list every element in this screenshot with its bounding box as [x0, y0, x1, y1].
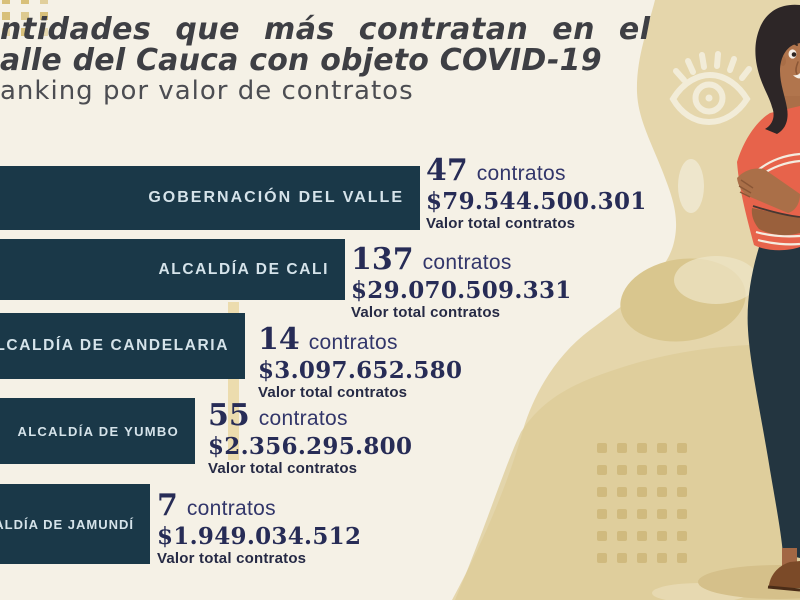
- contract-total-label: Valor total contratos: [351, 304, 501, 321]
- hand-fingers: [738, 179, 754, 198]
- bar-label: ALCALDÍA DE YUMBO: [17, 423, 179, 439]
- contract-total-label: Valor total contratos: [208, 460, 358, 477]
- person-illustration: [698, 4, 800, 599]
- contract-count: 7: [157, 488, 178, 523]
- bar-alcaldia-de-candelaria: ALCALDÍA DE CANDELARIA: [0, 313, 245, 379]
- person-nose: [795, 61, 799, 75]
- contract-total-value: $1.949.034.512: [157, 523, 362, 550]
- dots-grid: [2, 0, 48, 36]
- contract-count-label: contratos: [258, 407, 348, 430]
- contract-count: 137: [351, 242, 414, 277]
- contract-count-label: contratos: [476, 162, 566, 185]
- person-mouth: [793, 73, 800, 79]
- bar-alcaldia-de-yumbo: ALCALDÍA DE YUMBO: [0, 398, 195, 464]
- bar-label: GOBERNACIÓN DEL VALLE: [148, 189, 404, 206]
- contract-total-label: Valor total contratos: [258, 384, 408, 401]
- contract-count-label: contratos: [422, 251, 512, 274]
- bar-alcaldia-de-jamundi: ALDÍA DE JAMUNDÍ: [0, 484, 150, 564]
- arm-crease: [752, 205, 800, 218]
- tan-blob-shade: [455, 344, 800, 600]
- stats-alcaldia-de-candelaria: 14 contratos $3.097.652.580 Valor total …: [258, 322, 463, 402]
- contract-count-label: contratos: [186, 497, 276, 520]
- contract-count: 55: [208, 398, 250, 433]
- person-forearm-lower: [751, 208, 800, 236]
- person-pupil: [791, 52, 797, 57]
- contract-count: 14: [258, 322, 300, 357]
- person-ankle: [782, 548, 797, 566]
- title-line-1: ntidades que más contratan en el: [0, 12, 651, 47]
- contract-total-label: Valor total contratos: [426, 215, 576, 232]
- bar-label: ALCALDÍA DE CALI: [158, 260, 329, 278]
- dots-grid: [597, 443, 687, 563]
- title-line-2: alle del Cauca con objeto COVID-19: [0, 43, 602, 78]
- person-hair: [755, 4, 800, 135]
- stats-gobernacion-del-valle: 47 contratos $79.544.500.301 Valor total…: [426, 153, 647, 233]
- contract-total-value: $79.544.500.301: [426, 188, 647, 215]
- stats-alcaldia-de-jamundi: 7 contratos $1.949.034.512 Valor total c…: [157, 488, 362, 568]
- tan-blob-highlight: [674, 256, 758, 304]
- page-title: ntidades que más contratan en el alle de…: [0, 14, 680, 106]
- stats-alcaldia-de-yumbo: 55 contratos $2.356.295.800 Valor total …: [208, 398, 413, 478]
- contract-total-label: Valor total contratos: [157, 550, 307, 567]
- contract-total-value: $2.356.295.800: [208, 433, 413, 460]
- eye-icon: [669, 51, 752, 126]
- contract-count: 47: [426, 153, 468, 188]
- contract-total-value: $3.097.652.580: [258, 357, 463, 384]
- vertical-stripe: [228, 302, 239, 460]
- bar-label: ALDÍA DE JAMUNDÍ: [0, 516, 134, 532]
- bar-alcaldia-de-cali: ALCALDÍA DE CALI: [0, 239, 345, 300]
- bar-gobernacion-del-valle: GOBERNACIÓN DEL VALLE: [0, 166, 420, 230]
- tan-blob-highlight: [678, 159, 704, 213]
- person-shoe-sole: [767, 585, 800, 592]
- contract-total-value: $29.070.509.331: [351, 277, 572, 304]
- person-shoe: [769, 561, 800, 588]
- stats-alcaldia-de-cali: 137 contratos $29.070.509.331 Valor tota…: [351, 242, 572, 322]
- contract-count-label: contratos: [308, 331, 398, 354]
- person-forearm-upper: [737, 168, 800, 213]
- bar-label: ALCALDÍA DE CANDELARIA: [0, 337, 229, 354]
- person-skirt: [747, 236, 800, 558]
- title-line-3: anking por valor de contratos: [0, 76, 414, 106]
